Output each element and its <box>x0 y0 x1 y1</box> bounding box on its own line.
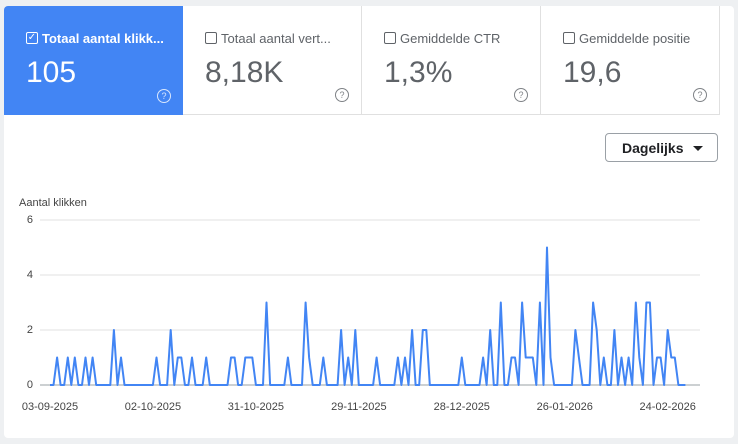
checkbox[interactable]: ✓ <box>26 32 38 44</box>
checkbox[interactable] <box>205 32 217 44</box>
y-axis-label: Aantal klikken <box>19 197 87 209</box>
x-tick-label: 24-02-2026 <box>640 401 696 413</box>
metric-value: 19,6 <box>563 56 622 89</box>
y-tick-label: 6 <box>27 214 33 226</box>
metric-label: Totaal aantal vert... <box>221 31 331 46</box>
metric-tile[interactable]: Gemiddelde positie 19,6? <box>541 6 720 115</box>
x-tick-label: 28-12-2025 <box>434 401 490 413</box>
data-line <box>50 246 686 386</box>
metric-tile[interactable]: Totaal aantal vert... 8,18K? <box>183 6 362 115</box>
y-tick-label: 0 <box>27 379 33 391</box>
metric-tile[interactable]: Gemiddelde CTR 1,3%? <box>362 6 541 115</box>
interval-dropdown[interactable]: Dagelijks <box>605 133 718 162</box>
x-tick-label: 02-10-2025 <box>125 401 181 413</box>
y-tick-label: 4 <box>27 269 33 281</box>
metric-label: Gemiddelde positie <box>579 31 691 46</box>
x-tick-label: 31-10-2025 <box>228 401 284 413</box>
help-icon[interactable]: ? <box>157 89 171 103</box>
checkbox[interactable] <box>384 32 396 44</box>
x-tick-label: 03-09-2025 <box>22 401 78 413</box>
performance-card: ✓ Totaal aantal klikk... 105? Totaal aantal… <box>4 6 734 438</box>
metric-tile[interactable]: ✓ Totaal aantal klikk... 105? <box>4 6 183 115</box>
y-tick-label: 2 <box>27 324 33 336</box>
help-icon[interactable]: ? <box>693 88 707 102</box>
metric-label: Gemiddelde CTR <box>400 31 501 46</box>
metric-value: 105 <box>26 56 77 89</box>
metric-label: Totaal aantal klikk... <box>42 31 164 46</box>
x-tick-label: 26-01-2026 <box>537 401 593 413</box>
x-tick-label: 29-11-2025 <box>331 401 386 413</box>
metric-value: 8,18K <box>205 56 284 89</box>
help-icon[interactable]: ? <box>514 88 528 102</box>
checkbox[interactable] <box>563 32 575 44</box>
help-icon[interactable]: ? <box>335 88 349 102</box>
metric-value: 1,3% <box>384 56 453 89</box>
